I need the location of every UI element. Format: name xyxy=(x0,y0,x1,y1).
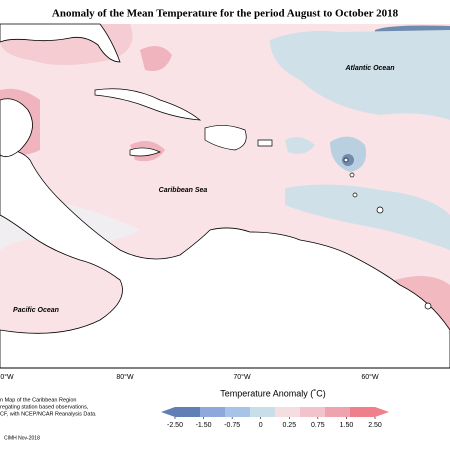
colorbar-segment xyxy=(200,407,226,417)
colorbar-segment xyxy=(350,407,376,417)
colorbar-tick-label: -1.50 xyxy=(196,422,212,429)
sea-label: Caribbean Sea xyxy=(159,187,208,194)
colorbar-tick-label: -0.75 xyxy=(224,422,240,429)
colorbar-segment xyxy=(325,407,351,417)
colorbar-segment xyxy=(250,407,276,417)
colorbar-arrow xyxy=(375,407,389,417)
longitude-label: 70°W xyxy=(233,373,251,381)
longitude-label: 0°W xyxy=(0,373,14,381)
colorbar-segment xyxy=(225,407,251,417)
colorbar-tick-label: 1.50 xyxy=(340,422,354,429)
longitude-label: 60°W xyxy=(361,373,379,381)
map-area xyxy=(0,23,450,369)
colorbar-tick-label: 0.25 xyxy=(282,422,296,429)
colorbar-title: Temperature Anomaly (˚C) xyxy=(220,388,326,398)
longitude-label: 80°W xyxy=(116,373,134,381)
colorbar-arrow xyxy=(161,407,175,417)
colorbar-tick-label: 2.50 xyxy=(368,422,382,429)
map-title: Anomaly of the Mean Temperature for the … xyxy=(52,8,399,20)
colorbar-tick-label: -2.50 xyxy=(167,422,183,429)
colorbar-segment xyxy=(275,407,301,417)
colorbar-tick-label: 0.75 xyxy=(311,422,325,429)
colorbar-segment xyxy=(175,407,201,417)
colorbar-tick-label: 0 xyxy=(259,422,263,429)
footnote: regating station based observations, xyxy=(0,404,89,410)
footnote: CIMH Nov-2018 xyxy=(4,435,40,441)
ocean-label: Pacific Ocean xyxy=(13,307,59,314)
colorbar-segment xyxy=(300,407,326,417)
footnote: CF, with NCEP/NCAR Reanalysis Data. xyxy=(0,411,97,417)
footnote: n Map of the Caribbean Region xyxy=(0,397,76,403)
ocean-label: Atlantic Ocean xyxy=(344,65,394,72)
